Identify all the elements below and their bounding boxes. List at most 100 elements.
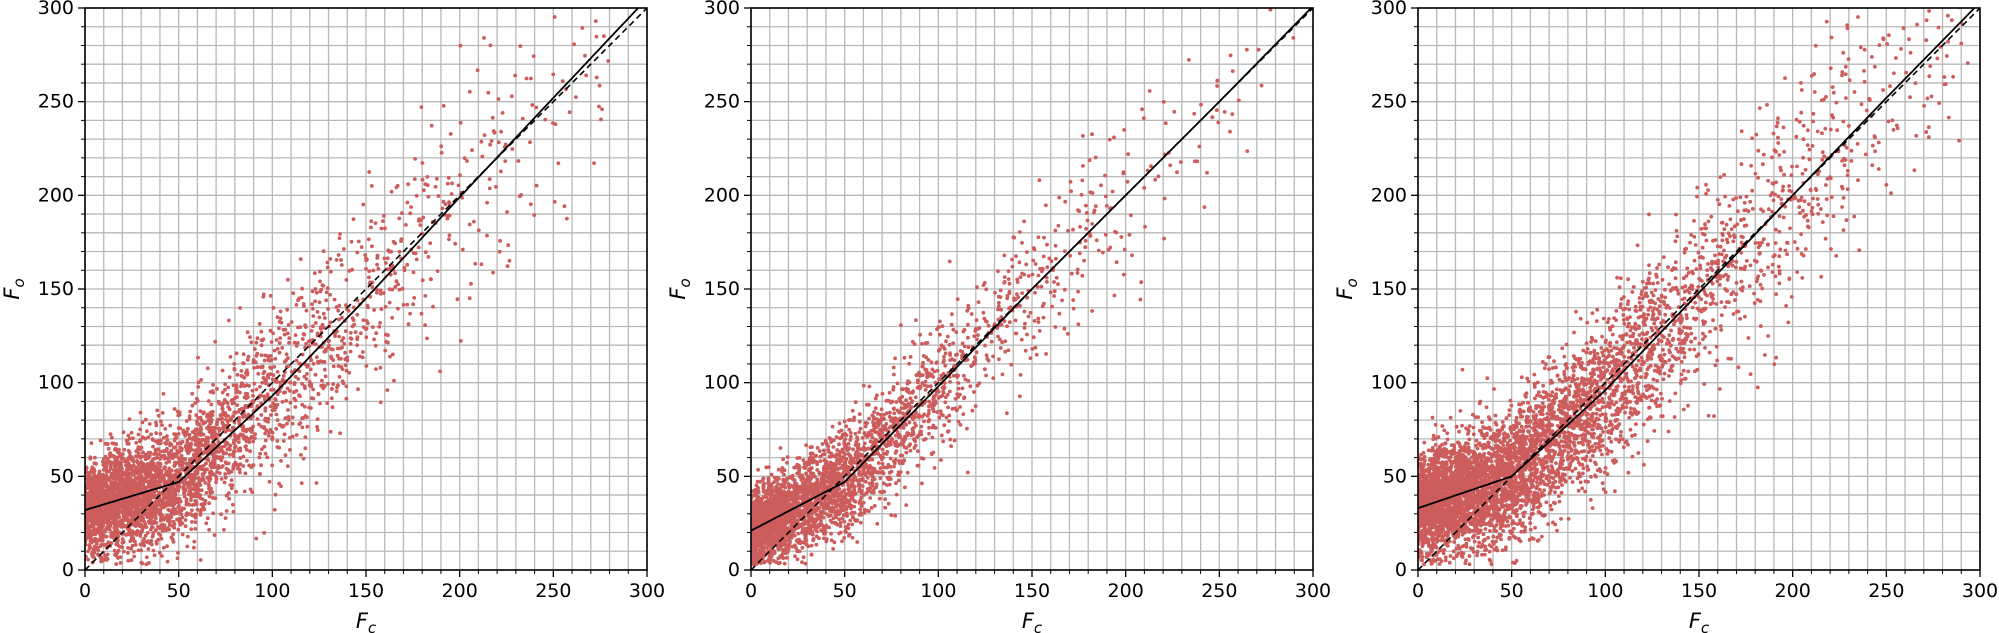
- data-point: [104, 464, 109, 468]
- data-point: [551, 121, 555, 125]
- data-point: [270, 377, 275, 382]
- data-point: [241, 374, 245, 379]
- data-point: [187, 414, 192, 418]
- data-point: [89, 510, 93, 515]
- data-point: [280, 377, 285, 382]
- data-point: [1083, 245, 1088, 250]
- data-point: [222, 480, 227, 485]
- data-point: [321, 311, 326, 316]
- data-point: [1163, 121, 1168, 126]
- data-point: [889, 513, 894, 518]
- y-tick-label: 0: [62, 559, 74, 581]
- data-point: [829, 440, 833, 444]
- data-point: [129, 457, 134, 462]
- data-point: [189, 527, 194, 531]
- data-point: [223, 460, 228, 465]
- data-point: [986, 358, 991, 363]
- data-point: [487, 177, 492, 182]
- data-point: [778, 446, 783, 450]
- data-point: [286, 323, 291, 327]
- data-point: [138, 496, 143, 501]
- data-point: [505, 264, 510, 268]
- data-point: [448, 132, 453, 136]
- data-point: [193, 520, 198, 524]
- data-point: [198, 425, 203, 429]
- data-point: [158, 480, 163, 484]
- data-point: [336, 308, 341, 313]
- data-point: [87, 496, 92, 501]
- data-point: [138, 471, 143, 475]
- data-point: [1175, 170, 1179, 175]
- data-point: [122, 447, 127, 452]
- data-point: [190, 513, 195, 518]
- data-point: [85, 486, 90, 490]
- data-point: [1053, 325, 1058, 329]
- data-point: [574, 95, 578, 99]
- data-point: [331, 382, 336, 386]
- data-point: [259, 463, 263, 468]
- data-point: [271, 373, 276, 377]
- data-point: [458, 173, 462, 178]
- data-point: [154, 420, 158, 425]
- data-point: [414, 257, 419, 262]
- data-point: [297, 393, 301, 398]
- y-tick-label: 150: [38, 278, 74, 300]
- data-point: [214, 474, 219, 479]
- data-point: [194, 502, 199, 507]
- data-point: [317, 315, 322, 320]
- data-point: [110, 494, 114, 499]
- data-point: [1056, 282, 1060, 286]
- data-point: [150, 525, 155, 530]
- data-point: [243, 391, 248, 396]
- data-point: [242, 489, 247, 494]
- data-point: [151, 548, 156, 553]
- data-point: [232, 410, 237, 415]
- data-point: [172, 464, 177, 468]
- data-point: [88, 456, 93, 461]
- data-point: [266, 416, 271, 421]
- data-point: [337, 317, 341, 322]
- data-point: [262, 358, 267, 363]
- data-point: [491, 129, 496, 133]
- data-point: [385, 256, 390, 261]
- data-point: [433, 184, 438, 189]
- data-point: [155, 408, 160, 413]
- data-point: [102, 534, 107, 538]
- data-point: [837, 421, 842, 426]
- data-point: [113, 458, 118, 462]
- data-point: [946, 405, 950, 410]
- data-point: [785, 460, 789, 465]
- data-point: [234, 385, 239, 390]
- data-point: [183, 524, 188, 529]
- data-point: [102, 509, 107, 514]
- data-point: [164, 449, 169, 453]
- data-point: [268, 358, 272, 363]
- data-point: [148, 492, 152, 497]
- data-point: [435, 269, 440, 273]
- data-point: [475, 68, 480, 73]
- data-point: [324, 290, 329, 295]
- data-point: [275, 402, 280, 407]
- data-point: [166, 473, 171, 478]
- data-point: [187, 436, 192, 440]
- data-point: [445, 181, 450, 186]
- data-point: [425, 336, 429, 341]
- data-point: [307, 380, 312, 384]
- data-point: [242, 437, 247, 441]
- data-point: [117, 447, 121, 452]
- data-point: [813, 474, 817, 479]
- data-point: [139, 523, 143, 528]
- data-point: [277, 341, 282, 345]
- data-point: [366, 237, 371, 242]
- data-point: [482, 36, 486, 40]
- data-point: [114, 562, 119, 566]
- data-point: [142, 543, 147, 548]
- data-point: [120, 477, 125, 482]
- data-point: [181, 430, 186, 435]
- data-point: [488, 43, 493, 48]
- data-point: [322, 384, 327, 389]
- data-point: [383, 348, 388, 353]
- data-point: [184, 461, 188, 466]
- data-point: [166, 507, 171, 512]
